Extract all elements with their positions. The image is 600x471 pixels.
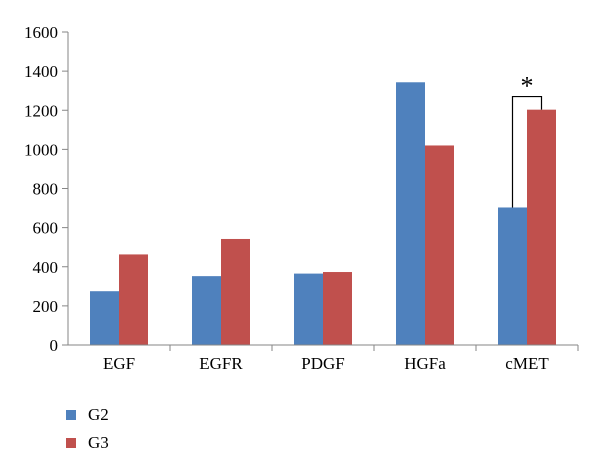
bar-g3-egf [119,254,148,345]
bars [90,82,556,346]
bar-g2-egfr [192,276,221,345]
x-tick-label: EGFR [199,354,243,373]
legend-swatch-g3 [66,438,76,448]
x-tick-label: EGF [103,354,135,373]
legend-swatch-g2 [66,410,76,420]
y-tick-label: 400 [33,258,59,277]
legend-label-g3: G3 [88,433,109,452]
bar-g2-hgfa [396,82,425,345]
y-axis-ticks: 0 200 400 600 800 1000 1200 1400 1600 [24,23,68,355]
x-tick-label: HGFa [404,354,446,373]
y-tick-label: 1600 [24,23,58,42]
y-tick-label: 1400 [24,62,58,81]
y-tick-label: 600 [33,219,59,238]
y-tick-label: 200 [33,297,59,316]
bar-g2-egf [90,291,119,345]
y-tick-label: 1200 [24,101,58,120]
y-tick-label: 1000 [24,140,58,159]
bar-g3-hgfa [425,145,454,345]
y-tick-label: 800 [33,180,59,199]
significance-bracket [511,95,543,208]
x-tick-label: cMET [505,354,549,373]
bar-g2-pdgf [294,273,323,345]
legend-item-g2: G2 [66,401,109,429]
significance-asterisk: * [521,72,534,101]
legend: G2 G3 [66,401,109,457]
legend-label-g2: G2 [88,405,109,424]
bar-g3-pdgf [323,272,352,345]
legend-item-g3: G3 [66,429,109,457]
bar-g3-cmet [527,109,556,346]
x-tick-label: PDGF [301,354,344,373]
bar-chart: 0 200 400 600 800 1000 1200 1400 1600 EGF EGFR PDG… [24,23,579,373]
bar-g3-egfr [221,238,250,345]
bar-g2-cmet [498,207,527,345]
significance-annotation: * [511,72,543,208]
x-axis-ticks: EGF EGFR PDGF HGFa cMET [103,345,579,373]
y-tick-label: 0 [50,336,59,355]
